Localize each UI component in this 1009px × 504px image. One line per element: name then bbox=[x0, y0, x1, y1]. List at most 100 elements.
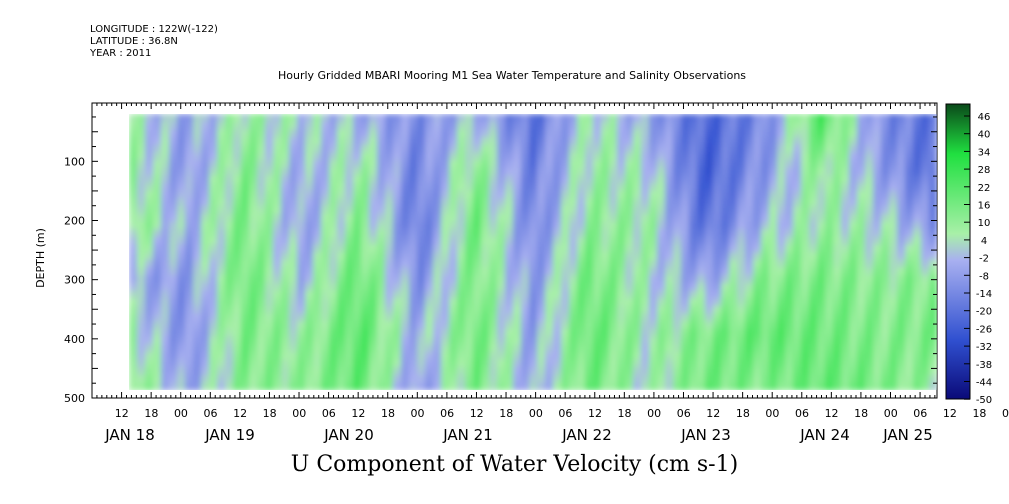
heatmap-cell bbox=[873, 313, 882, 322]
heatmap-cell bbox=[649, 198, 658, 207]
heatmap-cell bbox=[473, 129, 482, 138]
heatmap-cell bbox=[673, 313, 682, 322]
heatmap-cell bbox=[817, 190, 826, 199]
heatmap-cell bbox=[505, 351, 514, 360]
heatmap-cell bbox=[705, 305, 714, 314]
heatmap-cell bbox=[185, 183, 194, 192]
heatmap-cell bbox=[689, 229, 698, 238]
heatmap-cell bbox=[537, 152, 546, 161]
heatmap-cell bbox=[497, 206, 506, 215]
heatmap-cell bbox=[785, 313, 794, 322]
heatmap-cell bbox=[697, 190, 706, 199]
heatmap-cell bbox=[193, 351, 202, 360]
heatmap-cell bbox=[169, 298, 178, 307]
heatmap-cell bbox=[305, 259, 314, 268]
heatmap-cell bbox=[521, 290, 530, 299]
heatmap-cell bbox=[209, 190, 218, 199]
heatmap-cell bbox=[289, 305, 298, 314]
heatmap-cell bbox=[369, 282, 378, 291]
heatmap-cell bbox=[873, 290, 882, 299]
heatmap-cell bbox=[809, 244, 818, 253]
heatmap-cell bbox=[193, 336, 202, 345]
heatmap-cell bbox=[625, 167, 634, 176]
heatmap-cell bbox=[617, 114, 626, 123]
heatmap-cell bbox=[433, 313, 442, 322]
heatmap-cell bbox=[169, 359, 178, 368]
heatmap-cell bbox=[369, 359, 378, 368]
heatmap-cell bbox=[321, 298, 330, 307]
heatmap-cell bbox=[633, 129, 642, 138]
heatmap-cell bbox=[561, 351, 570, 360]
heatmap-cell bbox=[529, 252, 538, 261]
heatmap-cell bbox=[449, 367, 458, 376]
heatmap-cell bbox=[641, 267, 650, 276]
heatmap-cell bbox=[929, 374, 937, 383]
heatmap-cell bbox=[753, 152, 762, 161]
heatmap-cell bbox=[473, 190, 482, 199]
heatmap-cell bbox=[273, 351, 282, 360]
colorbar-label: 28 bbox=[978, 165, 991, 176]
heatmap-cell bbox=[169, 252, 178, 261]
heatmap-cell bbox=[505, 282, 514, 291]
heatmap-cell bbox=[337, 328, 346, 337]
heatmap-cell bbox=[201, 267, 210, 276]
heatmap-cell bbox=[857, 137, 866, 146]
heatmap-cell bbox=[849, 275, 858, 284]
heatmap-cell bbox=[169, 282, 178, 291]
heatmap-cell bbox=[329, 190, 338, 199]
heatmap-cell bbox=[769, 183, 778, 192]
heatmap-cell bbox=[497, 160, 506, 169]
heatmap-cell bbox=[369, 114, 378, 123]
heatmap-cell bbox=[273, 236, 282, 245]
heatmap-cell bbox=[673, 367, 682, 376]
heatmap-cell bbox=[689, 290, 698, 299]
heatmap-cell bbox=[537, 229, 546, 238]
heatmap-cell bbox=[145, 144, 154, 153]
heatmap-cell bbox=[729, 167, 738, 176]
heatmap-cell bbox=[897, 313, 906, 322]
heatmap-cell bbox=[761, 129, 770, 138]
heatmap-cell bbox=[377, 275, 386, 284]
heatmap-cell bbox=[353, 305, 362, 314]
heatmap-cell bbox=[753, 129, 762, 138]
heatmap-cell bbox=[737, 160, 746, 169]
heatmap-cell bbox=[897, 121, 906, 130]
heatmap-cell bbox=[809, 359, 818, 368]
heatmap-cell bbox=[633, 213, 642, 222]
heatmap-cell bbox=[881, 129, 890, 138]
heatmap-cell bbox=[561, 298, 570, 307]
heatmap-cell bbox=[337, 144, 346, 153]
heatmap-cell bbox=[873, 275, 882, 284]
heatmap-cell bbox=[257, 351, 266, 360]
heatmap-cell bbox=[265, 221, 274, 230]
heatmap-cell bbox=[873, 190, 882, 199]
heatmap-cell bbox=[449, 221, 458, 230]
heatmap-cell bbox=[649, 206, 658, 215]
heatmap-cell bbox=[649, 221, 658, 230]
heatmap-cell bbox=[361, 275, 370, 284]
heatmap-cell bbox=[225, 183, 234, 192]
heatmap-cell bbox=[753, 183, 762, 192]
heatmap-cell bbox=[177, 321, 186, 330]
heatmap-cell bbox=[193, 328, 202, 337]
heatmap-cell bbox=[545, 275, 554, 284]
heatmap-cell bbox=[745, 152, 754, 161]
heatmap-cell bbox=[521, 305, 530, 314]
heatmap-cell bbox=[825, 367, 834, 376]
heatmap-cell bbox=[441, 382, 450, 390]
heatmap-cell bbox=[881, 213, 890, 222]
heatmap-cell bbox=[817, 259, 826, 268]
heatmap-cell bbox=[409, 382, 418, 390]
heatmap-cell bbox=[281, 290, 290, 299]
heatmap-cell bbox=[809, 267, 818, 276]
heatmap-cell bbox=[649, 344, 658, 353]
heatmap-cell bbox=[185, 213, 194, 222]
heatmap-cell bbox=[569, 198, 578, 207]
heatmap-cell bbox=[817, 367, 826, 376]
heatmap-cell bbox=[225, 198, 234, 207]
heatmap-cell bbox=[241, 298, 250, 307]
heatmap-cell bbox=[865, 167, 874, 176]
heatmap-cell bbox=[537, 244, 546, 253]
heatmap-cell bbox=[745, 160, 754, 169]
heatmap-cell bbox=[913, 328, 922, 337]
